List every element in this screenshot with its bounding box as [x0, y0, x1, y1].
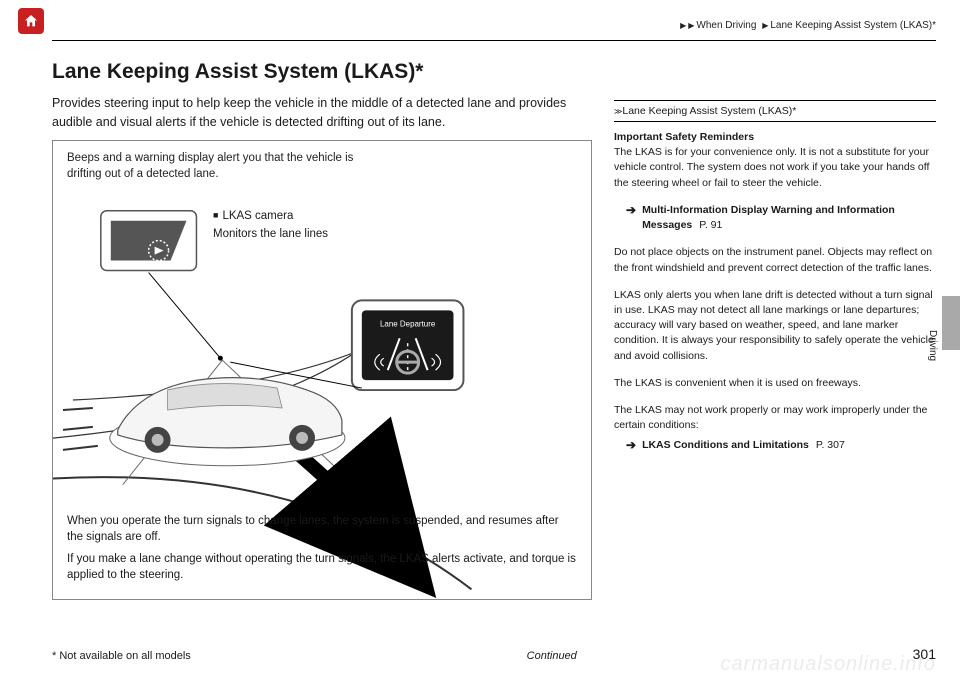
top-rule: [52, 40, 936, 41]
sidebar: Lane Keeping Assist System (LKAS)* Impor…: [614, 100, 936, 465]
intro-text: Provides steering input to help keep the…: [52, 94, 592, 132]
sidebar-p4: The LKAS is convenient when it is used o…: [614, 376, 936, 391]
link2-text: LKAS Conditions and Limitations: [642, 439, 809, 451]
arrow-icon: ➔: [626, 203, 636, 217]
link2-page: P. 307: [816, 439, 845, 451]
home-icon: [23, 13, 39, 29]
breadcrumb-2: Lane Keeping Assist System (LKAS)*: [770, 20, 936, 31]
bottom-caption-1: When you operate the turn signals to cha…: [67, 513, 577, 545]
sidebar-head: Lane Keeping Assist System (LKAS)*: [614, 100, 936, 122]
figure-box: Beeps and a warning display alert you th…: [52, 140, 592, 600]
link-mid-warning[interactable]: ➔ Multi-Information Display Warning and …: [626, 203, 936, 233]
section-tab-label: Driving: [927, 330, 938, 361]
section-tab: [942, 296, 960, 350]
page-title: Lane Keeping Assist System (LKAS)*: [52, 60, 423, 84]
display-label: Lane Departure: [380, 319, 436, 328]
continued-label: Continued: [527, 650, 577, 662]
breadcrumb: ▶▶When Driving ▶Lane Keeping Assist Syst…: [680, 20, 936, 31]
bottom-caption-2: If you make a lane change without operat…: [67, 551, 577, 583]
sidebar-p5: The LKAS may not work properly or may wo…: [614, 403, 936, 433]
arrow-icon: ➔: [626, 438, 636, 452]
sidebar-p2: Do not place objects on the instrument p…: [614, 245, 936, 275]
home-button[interactable]: [18, 8, 44, 34]
reminders-body: The LKAS is for your convenience only. I…: [614, 146, 929, 188]
sidebar-body: Important Safety Reminders The LKAS is f…: [614, 130, 936, 453]
footnote: * Not available on all models: [52, 650, 191, 662]
watermark: carmanualsonline.info: [720, 653, 936, 676]
link1-page: P. 91: [699, 219, 722, 231]
sidebar-p3: LKAS only alerts you when lane drift is …: [614, 288, 936, 364]
link-conditions[interactable]: ➔ LKAS Conditions and Limitations P. 307: [626, 438, 936, 453]
reminders-title: Important Safety Reminders: [614, 131, 754, 143]
breadcrumb-1: When Driving: [696, 20, 756, 31]
link1-text: Multi-Information Display Warning and In…: [642, 204, 895, 231]
figure-bottom-caption: When you operate the turn signals to cha…: [67, 513, 577, 589]
